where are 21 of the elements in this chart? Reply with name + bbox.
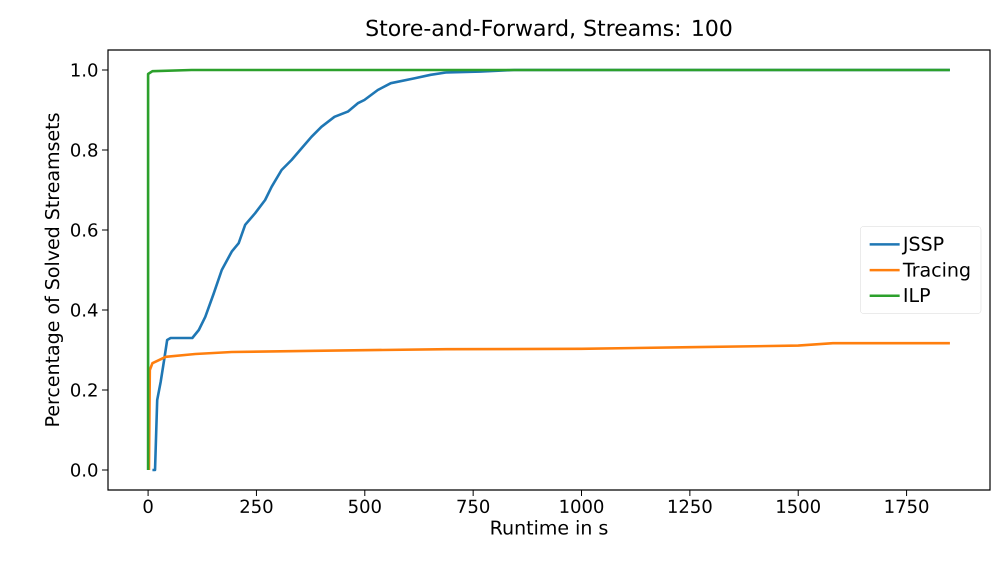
y-tick-label: 0.8 [71,143,98,157]
line-series [148,342,952,472]
x-tick-label: 1000 [560,500,604,514]
y-tick-label: 0.6 [71,223,98,237]
y-tick-label: 0.0 [71,463,98,477]
legend-label: ILP [904,288,930,302]
x-tick-label: 750 [457,500,490,514]
x-tick-label: 1750 [886,500,928,514]
x-tick-label: 1250 [668,500,712,514]
y-tick-label: 0.2 [71,383,97,397]
chart-title: Store-and-Forward, Streams: 100 [366,19,732,38]
legend-label: JSSP [902,236,944,254]
y-axis-title: Percentage of Solved Streamsets [44,113,63,426]
x-tick-label: 500 [349,500,381,514]
x-axis-title: Runtime in s [492,520,608,535]
legend-label: Tracing [902,262,970,281]
y-tick-label: 0.4 [71,303,98,317]
y-tick-label: 1.0 [72,63,98,77]
x-tick-label: 0 [144,500,153,514]
x-tick-label: 1500 [777,500,820,514]
x-tick-label: 250 [240,500,272,514]
